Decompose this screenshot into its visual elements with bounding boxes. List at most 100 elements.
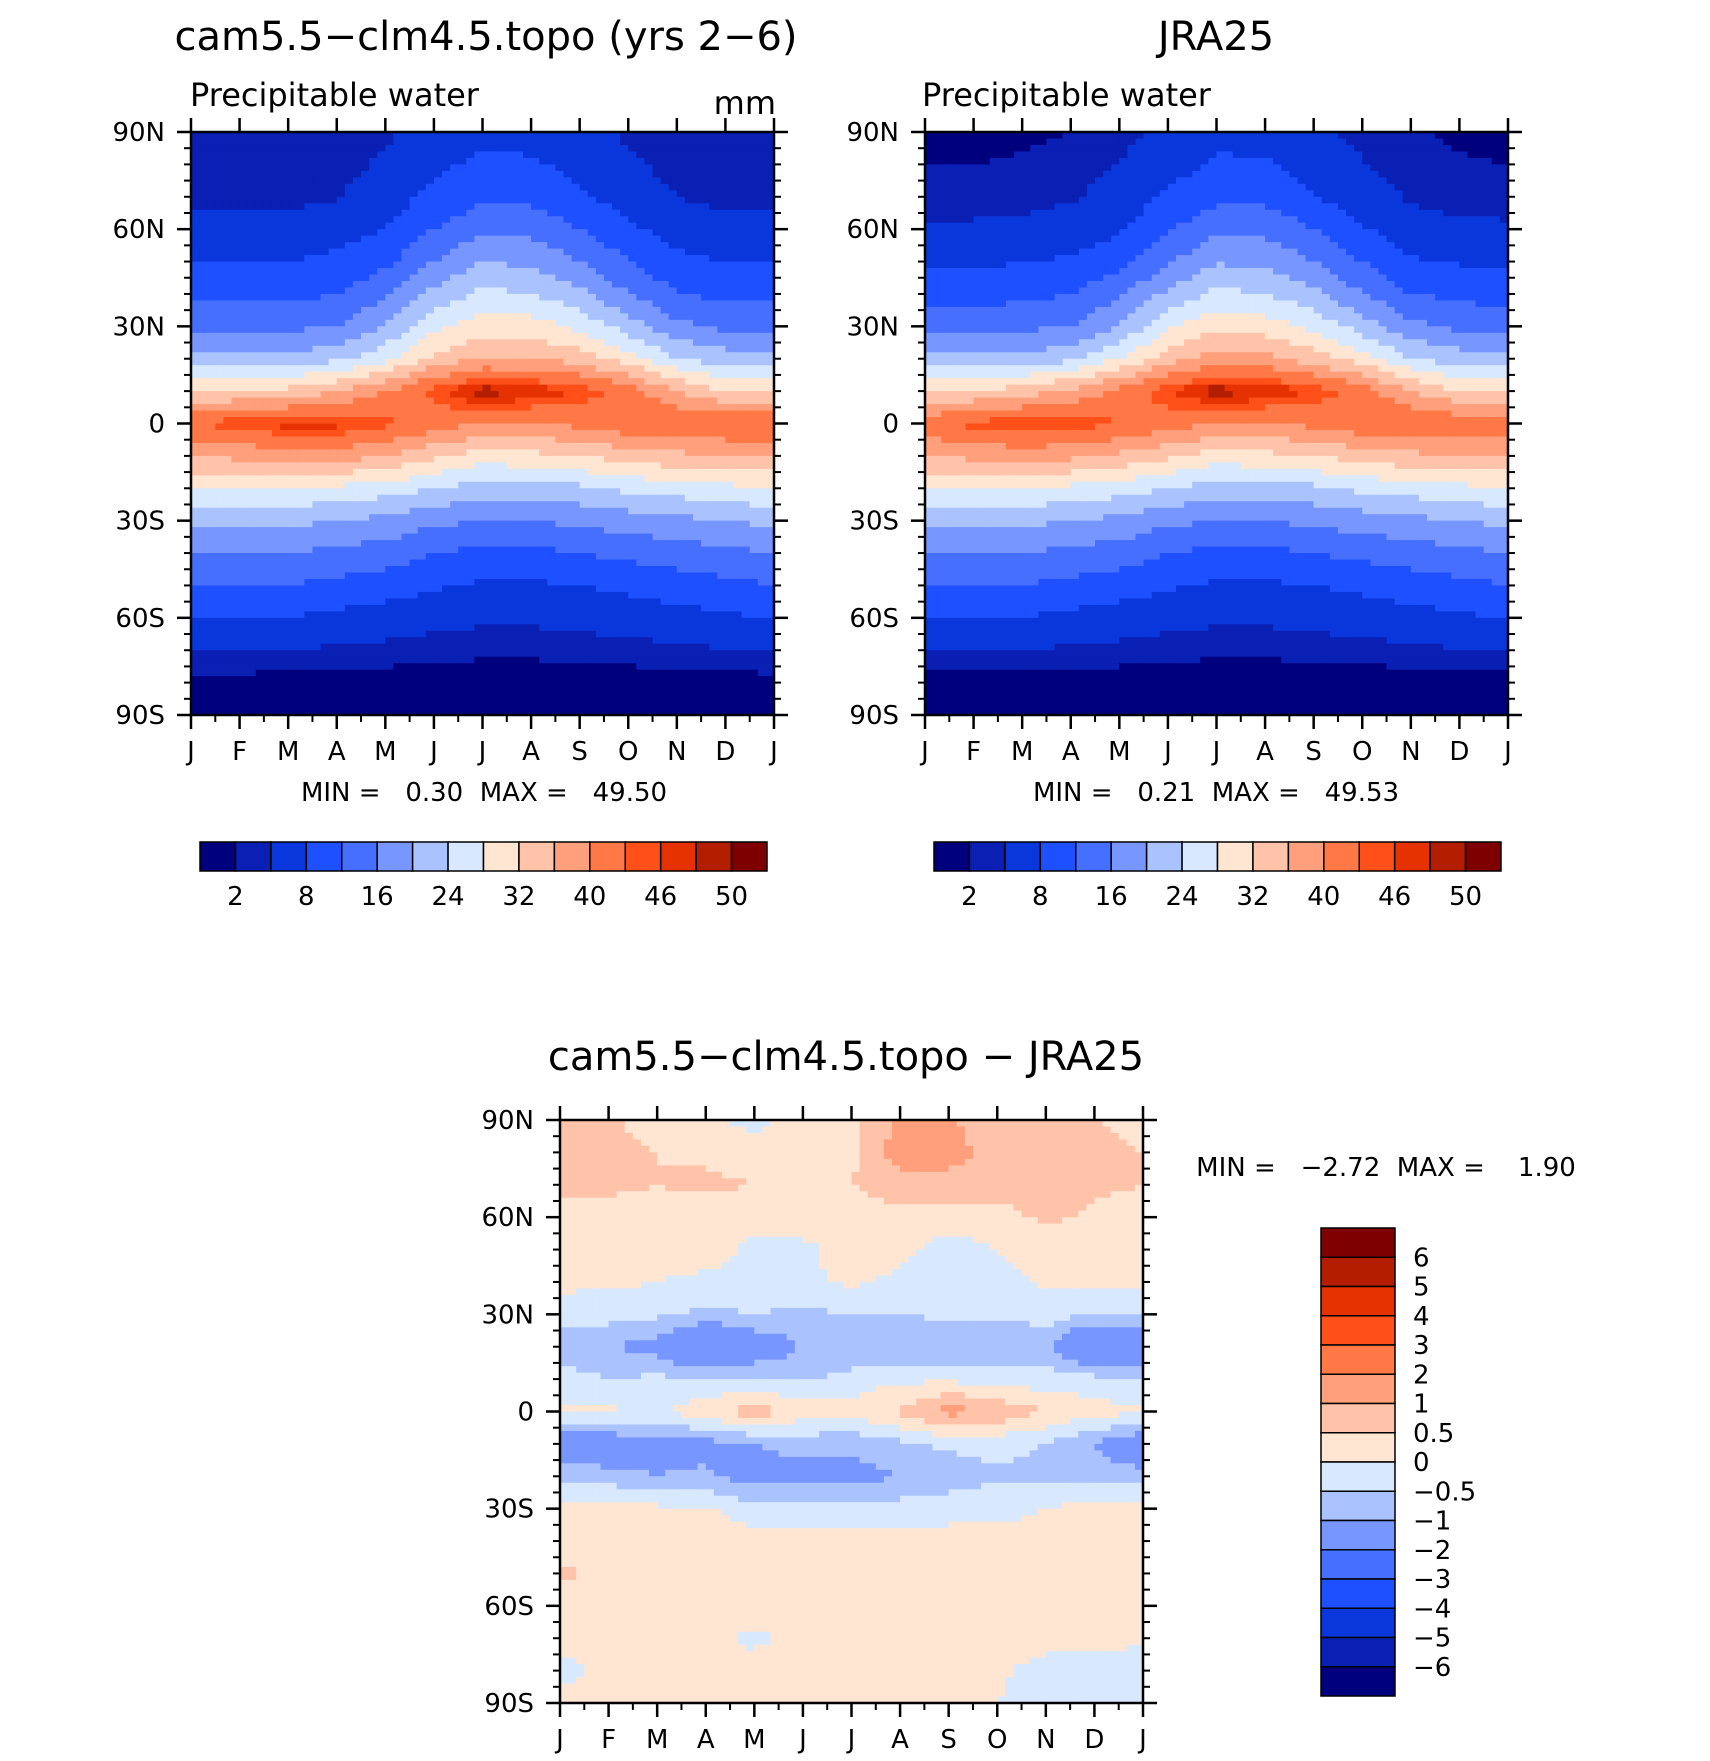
field-cell (596, 424, 605, 431)
field-cell (458, 436, 467, 443)
field-cell (304, 670, 313, 677)
field-cell (523, 514, 532, 521)
field-cell (580, 683, 589, 690)
field-cell (393, 702, 402, 709)
field-cell (207, 566, 216, 573)
field-cell (288, 307, 297, 314)
field-cell (434, 151, 443, 158)
field-cell (296, 300, 305, 307)
field-cell (199, 456, 208, 463)
field-cell (248, 475, 257, 482)
field-cell (515, 307, 524, 314)
field-cell (491, 378, 500, 385)
field-cell (523, 262, 532, 269)
field-cell (304, 702, 313, 709)
field-cell (377, 138, 386, 145)
field-cell (353, 404, 362, 411)
field-cell (393, 365, 402, 372)
field-cell (450, 242, 459, 249)
field-cell (329, 482, 338, 489)
field-cell (191, 320, 200, 327)
field-cell (612, 618, 621, 625)
field-cell (240, 676, 249, 683)
field-cell (191, 203, 200, 210)
field-cell (345, 572, 354, 579)
field-cell (434, 216, 443, 223)
field-cell (628, 307, 637, 314)
field-cell (337, 436, 346, 443)
field-cell (523, 177, 532, 184)
field-cell (296, 689, 305, 696)
field-cell (523, 385, 532, 392)
field-cell (418, 508, 427, 515)
field-cell (491, 300, 500, 307)
field-cell (474, 365, 483, 372)
field-cell (231, 495, 240, 502)
panel-subtitle: Precipitable water (190, 76, 480, 114)
field-cell (321, 177, 330, 184)
field-cell (434, 372, 443, 379)
field-cell (288, 398, 297, 405)
field-cell (426, 411, 435, 418)
field-cell (329, 320, 338, 327)
field-cell (304, 313, 313, 320)
field-cell (612, 540, 621, 547)
field-cell (410, 488, 419, 495)
field-cell (474, 359, 483, 366)
field-cell (418, 482, 427, 489)
field-cell (426, 430, 435, 437)
field-cell (434, 307, 443, 314)
field-cell (604, 534, 613, 541)
field-cell (223, 670, 232, 677)
field-cell (361, 424, 370, 431)
field-cell (580, 631, 589, 638)
field-cell (264, 177, 273, 184)
field-cell (450, 391, 459, 398)
field-cell (191, 307, 200, 314)
field-cell (385, 203, 394, 210)
field-cell (620, 430, 629, 437)
field-cell (442, 540, 451, 547)
field-cell (612, 320, 621, 327)
field-cell (466, 482, 475, 489)
field-cell (248, 508, 257, 515)
field-cell (555, 346, 564, 353)
field-cell (207, 242, 216, 249)
field-cell (572, 281, 581, 288)
field-cell (248, 676, 257, 683)
field-cell (612, 372, 621, 379)
field-cell (499, 547, 508, 554)
field-cell (312, 462, 321, 469)
field-cell (442, 462, 451, 469)
field-cell (572, 696, 581, 703)
field-cell (612, 171, 621, 178)
field-cell (207, 184, 216, 191)
field-cell (207, 663, 216, 670)
field-cell (442, 313, 451, 320)
field-cell (280, 579, 289, 586)
field-cell (248, 164, 257, 171)
field-cell (531, 657, 540, 664)
field-cell (491, 352, 500, 359)
field-cell (272, 449, 281, 456)
field-cell (450, 229, 459, 236)
field-cell (572, 443, 581, 450)
field-cell (280, 229, 289, 236)
field-cell (531, 683, 540, 690)
field-cell (426, 223, 435, 230)
field-cell (240, 391, 249, 398)
field-cell (450, 275, 459, 282)
field-cell (547, 333, 556, 340)
field-cell (369, 508, 378, 515)
field-cell (515, 177, 524, 184)
field-cell (369, 307, 378, 314)
field-cell (515, 566, 524, 573)
field-cell (604, 255, 613, 262)
field-cell (466, 508, 475, 515)
field-cell (223, 372, 232, 379)
field-cell (231, 527, 240, 534)
field-cell (555, 566, 564, 573)
field-cell (507, 385, 516, 392)
field-cell (572, 346, 581, 353)
field-cell (207, 592, 216, 599)
